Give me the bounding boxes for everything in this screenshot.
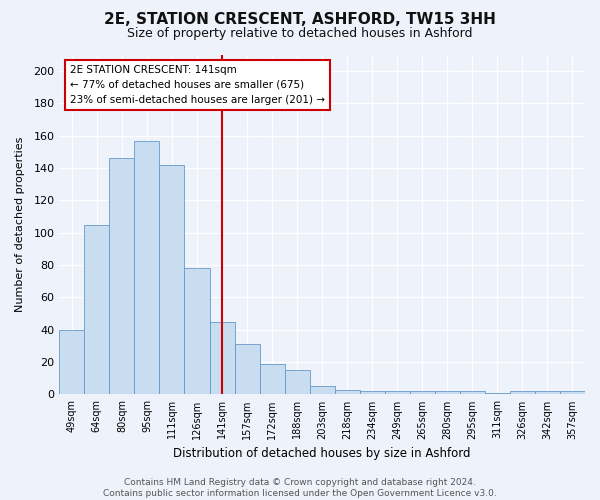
- Text: Contains HM Land Registry data © Crown copyright and database right 2024.
Contai: Contains HM Land Registry data © Crown c…: [103, 478, 497, 498]
- Y-axis label: Number of detached properties: Number of detached properties: [15, 137, 25, 312]
- Text: Size of property relative to detached houses in Ashford: Size of property relative to detached ho…: [127, 28, 473, 40]
- Text: 2E STATION CRESCENT: 141sqm
← 77% of detached houses are smaller (675)
23% of se: 2E STATION CRESCENT: 141sqm ← 77% of det…: [70, 65, 325, 105]
- Bar: [510, 391, 535, 394]
- Bar: [260, 364, 284, 394]
- Bar: [284, 370, 310, 394]
- Bar: [460, 391, 485, 394]
- Bar: [410, 391, 435, 394]
- Bar: [184, 268, 209, 394]
- Bar: [109, 158, 134, 394]
- Bar: [560, 391, 585, 394]
- Text: 2E, STATION CRESCENT, ASHFORD, TW15 3HH: 2E, STATION CRESCENT, ASHFORD, TW15 3HH: [104, 12, 496, 28]
- Bar: [535, 391, 560, 394]
- X-axis label: Distribution of detached houses by size in Ashford: Distribution of detached houses by size …: [173, 447, 471, 460]
- Bar: [310, 386, 335, 394]
- Bar: [385, 391, 410, 394]
- Bar: [85, 224, 109, 394]
- Bar: [209, 322, 235, 394]
- Bar: [360, 391, 385, 394]
- Bar: [59, 330, 85, 394]
- Bar: [335, 390, 360, 394]
- Bar: [435, 391, 460, 394]
- Bar: [485, 393, 510, 394]
- Bar: [134, 140, 160, 394]
- Bar: [235, 344, 260, 395]
- Bar: [160, 165, 184, 394]
